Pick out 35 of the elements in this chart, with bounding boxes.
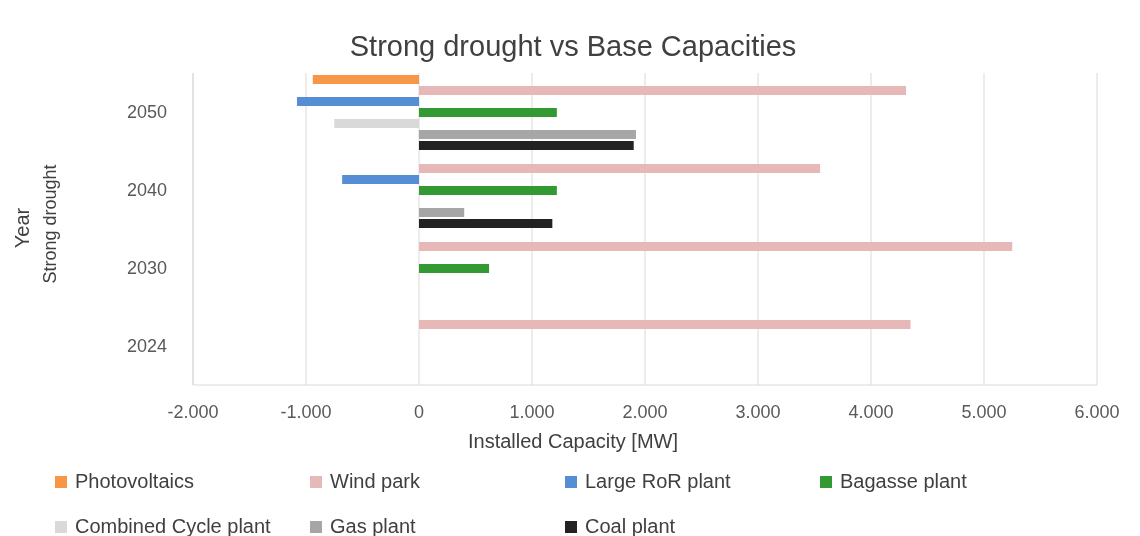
legend-label: Bagasse plant [840,470,967,493]
legend-label: Large RoR plant [585,470,731,493]
x-tick-label: 3.000 [735,401,781,422]
x-tick-label: 2.000 [622,401,668,422]
bar [419,86,907,95]
legend-label: Wind park [330,470,421,493]
x-tick-label: 6.000 [1074,401,1120,422]
x-axis-title: Installed Capacity [MW] [466,430,680,453]
bar [419,141,634,150]
y-tick-label: 2030 [126,258,167,279]
y-tick-label: 2024 [126,336,167,357]
bar [419,219,553,228]
y-tick-label: 2050 [126,102,167,123]
bar [296,97,419,106]
bar [342,175,419,184]
bar [419,264,490,273]
text: Strong drought [39,164,61,284]
bar [312,75,419,84]
bar [419,242,1013,251]
bar [419,164,821,173]
x-tick-label: 0 [413,401,425,422]
bar [419,208,465,217]
x-tick-label: 1.000 [509,401,555,422]
y-tick-label: 2040 [126,180,167,201]
x-tick-label: -1.000 [280,401,332,422]
bar [419,108,557,117]
x-tick-label: 4.000 [848,401,894,422]
y-axis-title: Year [10,207,34,249]
bar [419,130,636,139]
bar [419,320,911,329]
legend-label: Photovoltaics [75,470,194,493]
x-tick-label: 5.000 [961,401,1007,422]
chart-title: Strong drought vs Base Capacities [348,30,798,63]
bar [419,186,557,195]
x-tick-label: -2.000 [167,401,219,422]
